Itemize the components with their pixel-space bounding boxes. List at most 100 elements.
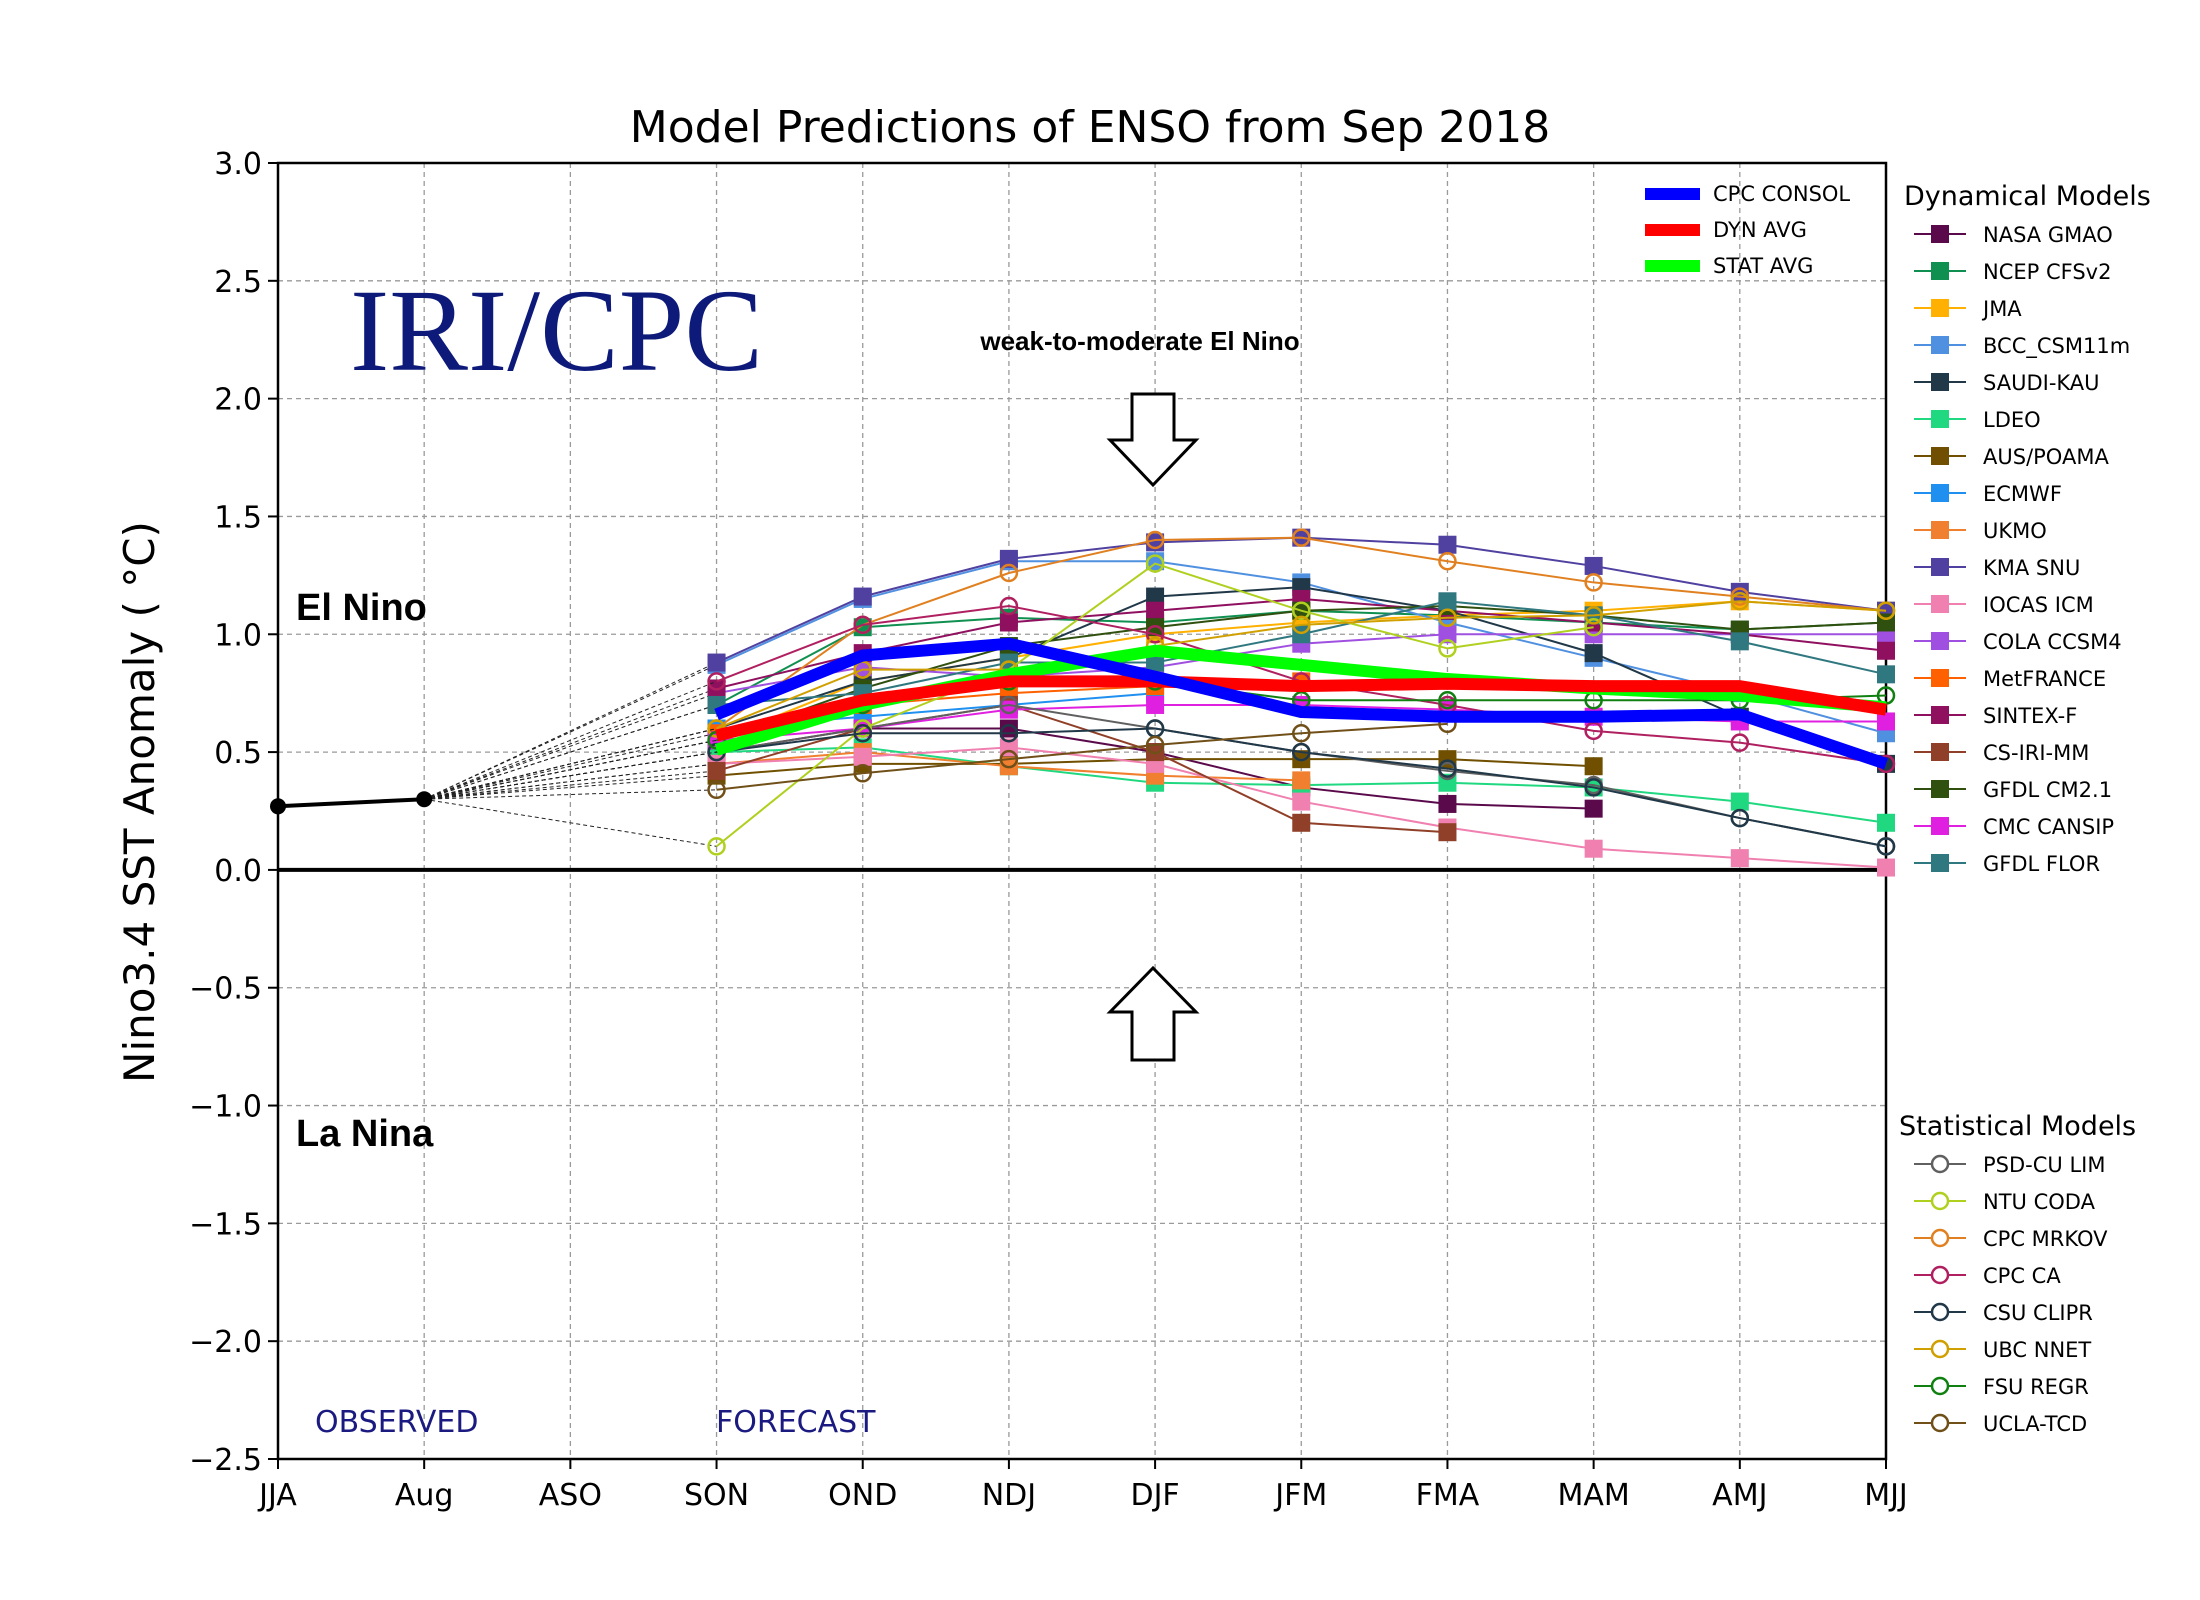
ytick-label: 0.0 xyxy=(214,854,262,889)
legend-label-nasa-gmao: NASA GMAO xyxy=(1983,223,2113,247)
line-csu-clipr xyxy=(716,727,1887,848)
connector-cola-ccsm4 xyxy=(424,692,717,800)
point-cs-iri-mm-jfm xyxy=(1292,813,1311,832)
point-ntu-coda-fma xyxy=(1438,639,1457,658)
legend-marker-jma xyxy=(1931,299,1949,317)
legend-label-ucla-tcd: UCLA-TCD xyxy=(1983,1412,2087,1436)
point-ucla-tcd-jfm xyxy=(1292,723,1311,743)
ytick-label: −0.5 xyxy=(189,972,262,1007)
point-iocas-icm-mjj xyxy=(1877,858,1895,877)
legend-label-dyn-avg: DYN AVG xyxy=(1713,218,1807,242)
legend-label-stat-avg: STAT AVG xyxy=(1713,254,1813,278)
legend-marker-ucla-tcd xyxy=(1930,1413,1950,1433)
line-cs-iri-mm xyxy=(716,703,1448,834)
point-ntu-coda-ond xyxy=(853,719,872,738)
point-ntu-coda-son xyxy=(707,837,726,856)
point-cpc-mrkov-jfm xyxy=(1292,528,1311,547)
xtick-label: JJA xyxy=(257,1478,297,1513)
connector-csu-clipr xyxy=(424,751,717,800)
point-cpc-ca-ndj xyxy=(999,596,1019,616)
xtick-label: OND xyxy=(828,1478,897,1513)
point-cpc-mrkov-fma xyxy=(1438,551,1457,571)
point-psd-cu-lim-ndj xyxy=(999,695,1019,715)
point-nasa-gmao-fma xyxy=(1438,794,1457,813)
point-ucla-tcd-son xyxy=(707,780,726,800)
point-ubc-nnet-mam xyxy=(1584,606,1603,625)
legend-label-iocas-icm: IOCAS ICM xyxy=(1983,593,2094,617)
legends: CPC CONSOL DYN AVG STAT AVG Dynamical Model… xyxy=(1645,181,2151,1436)
legend-label-cs-iri-mm: CS-IRI-MM xyxy=(1983,741,2089,765)
point-ukmo-jfm xyxy=(1292,771,1311,790)
point-aus-poama-mam xyxy=(1584,757,1603,776)
line-ntu-coda xyxy=(715,562,1594,848)
ytick-label: 1.0 xyxy=(214,618,262,653)
point-ldeo-amj xyxy=(1730,792,1749,811)
point-csu-clipr-jfm xyxy=(1292,742,1311,762)
point-csu-clipr-mam xyxy=(1584,778,1603,797)
point-gfdl-flor-djf xyxy=(1146,653,1165,672)
el-nino-label: El Nino xyxy=(296,587,427,629)
legend-marker-kma-snu xyxy=(1931,558,1949,576)
statistical-ntu-coda xyxy=(424,554,1603,856)
xtick-label: SON xyxy=(684,1478,749,1513)
axes: 3.0 2.5 2.0 1.5 1.0 0.5 0.0 −0.5 −1.0 −1.5 −2.0 −2.… xyxy=(189,147,1908,1513)
xtick-label: MAM xyxy=(1557,1478,1629,1513)
xtick-label: AMJ xyxy=(1712,1478,1767,1513)
ytick-label: 1.5 xyxy=(214,500,262,535)
connector-ubc-nnet xyxy=(424,728,717,800)
point-saudi-kau-djf xyxy=(1146,587,1165,606)
legend-marker-iocas-icm xyxy=(1931,595,1949,613)
legend-label-jma: JMA xyxy=(1981,297,2022,321)
statistical-ucla-tcd xyxy=(424,714,1457,800)
legend-label-gfdl-cm2-1: GFDL CM2.1 xyxy=(1983,778,2112,802)
legend-label-ecmwf: ECMWF xyxy=(1983,482,2062,506)
point-csu-clipr-fma xyxy=(1438,759,1457,778)
legend-label-csu-clipr: CSU CLIPR xyxy=(1983,1301,2093,1325)
xtick-label: MJJ xyxy=(1864,1478,1908,1513)
point-cpc-ca-mam xyxy=(1584,721,1603,741)
legend-label-fsu-regr: FSU REGR xyxy=(1983,1375,2089,1399)
legend-label-ldeo: LDEO xyxy=(1983,408,2041,432)
dynamical-models-heading: Dynamical Models xyxy=(1904,181,2151,212)
connector-gfdl-flor xyxy=(424,704,717,800)
xtick-label: JFM xyxy=(1273,1478,1327,1513)
legend-marker-fsu-regr xyxy=(1930,1376,1950,1396)
legend-marker-metfrance xyxy=(1931,669,1949,687)
point-csu-clipr-amj xyxy=(1730,808,1750,828)
legend-label-sintex-f: SINTEX-F xyxy=(1983,704,2077,728)
legend-label-cpc-ca: CPC CA xyxy=(1983,1264,2061,1288)
point-cs-iri-mm-fma xyxy=(1438,823,1457,842)
point-csu-clipr-mjj xyxy=(1876,837,1896,856)
connector-cpc-ca xyxy=(423,680,717,800)
point-ubc-nnet-amj xyxy=(1730,592,1750,611)
point-cpc-mrkov-amj xyxy=(1730,587,1750,606)
connector-kma-snu xyxy=(423,662,717,800)
legend-marker-ldeo xyxy=(1931,410,1949,428)
legend-marker-gfdl-cm2-1 xyxy=(1931,780,1949,798)
ytick-label: −1.0 xyxy=(189,1090,262,1125)
point-nasa-gmao-mam xyxy=(1584,799,1603,818)
ytick-label: 2.5 xyxy=(214,265,262,300)
xtick-label: DJF xyxy=(1130,1478,1179,1513)
legend-marker-cmc-cansip xyxy=(1931,817,1949,835)
legend-label-ncep-cfsv2: NCEP CFSv2 xyxy=(1983,260,2111,284)
xtick-label: ASO xyxy=(539,1478,602,1513)
point-cpc-mrkov-mam xyxy=(1584,573,1603,592)
point-gfdl-flor-jfm xyxy=(1292,625,1311,644)
point-cpc-ca-djf xyxy=(1145,625,1165,644)
legend-marker-sintex-f xyxy=(1931,706,1949,724)
point-kma-snu-ond xyxy=(853,587,872,606)
legend-marker-cpc-mrkov xyxy=(1930,1228,1950,1248)
legend-label-cmc-cansip: CMC CANSIP xyxy=(1983,815,2114,839)
connector-fsu-regr xyxy=(424,739,717,800)
legend-label-cola-ccsm4: COLA CCSM4 xyxy=(1983,630,2122,654)
ytick-label: −1.5 xyxy=(189,1207,262,1242)
legend-marker-aus-poama xyxy=(1931,447,1949,465)
legend-marker-nasa-gmao xyxy=(1931,225,1949,243)
legend-marker-cola-ccsm4 xyxy=(1931,632,1949,650)
point-gfdl-flor-fma xyxy=(1438,592,1457,611)
point-ldeo-mjj xyxy=(1877,813,1895,832)
arrows xyxy=(1106,392,1200,1062)
ytick-label: 2.0 xyxy=(214,383,262,418)
